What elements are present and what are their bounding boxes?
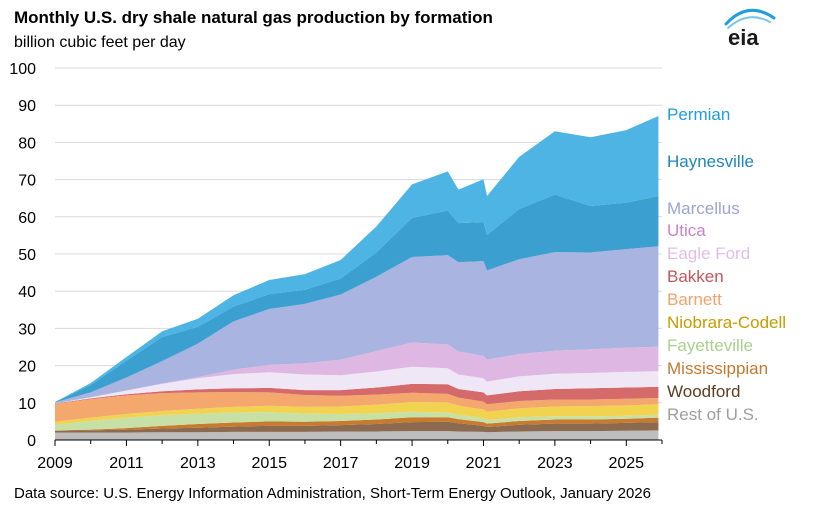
area-fayetteville [55, 411, 659, 431]
legend-label-barnett: Barnett [667, 290, 722, 309]
legend-label-utica: Utica [667, 221, 706, 240]
y-tick-label: 30 [18, 321, 36, 338]
legend-label-bakken: Bakken [667, 267, 724, 286]
x-tick-label: 2021 [466, 455, 502, 472]
x-tick-label: 2013 [180, 455, 216, 472]
area-niobrara-codell [55, 402, 659, 425]
y-tick-label: 10 [18, 396, 36, 413]
legend-label-woodford: Woodford [667, 382, 740, 401]
area-permian [55, 115, 659, 403]
legend-label-rest-of-u-s: Rest of U.S. [667, 405, 759, 424]
x-tick-label: 2019 [394, 455, 430, 472]
legend-label-permian: Permian [667, 105, 730, 124]
y-tick-label: 40 [18, 284, 36, 301]
chart-title: Monthly U.S. dry shale natural gas produ… [14, 8, 493, 27]
legend-label-fayetteville: Fayetteville [667, 336, 753, 355]
x-tick-label: 2015 [251, 455, 287, 472]
y-tick-label: 20 [18, 359, 36, 376]
area-barnett [55, 392, 659, 422]
data-source-note: Data source: U.S. Energy Information Adm… [14, 485, 651, 502]
legend-label-niobrara-codell: Niobrara-Codell [667, 313, 786, 332]
legend-label-haynesville: Haynesville [667, 152, 754, 171]
x-tick-label: 2023 [537, 455, 573, 472]
x-tick-label: 2017 [323, 455, 359, 472]
area-series [55, 115, 659, 440]
area-bakken [55, 383, 659, 405]
y-tick-label: 0 [27, 433, 36, 450]
area-rest-of-u-s [55, 430, 659, 440]
x-tick-label: 2011 [109, 455, 144, 472]
x-tick-label: 2025 [608, 455, 644, 472]
legend-label-mississippian: Mississippian [667, 359, 768, 378]
y-tick-label: 70 [18, 173, 36, 190]
y-tick-label: 60 [18, 210, 36, 227]
y-tick-label: 80 [18, 135, 36, 152]
legend-label-marcellus: Marcellus [667, 199, 740, 218]
legend: Permian Haynesville Marcellus Utica Eagle Fo… [667, 105, 786, 424]
eia-logo: eia [724, 8, 776, 48]
legend-label-eagle-ford: Eagle Ford [667, 244, 750, 263]
y-axis-ticks: 0 10 20 30 40 50 60 70 80 90 100 [9, 61, 36, 450]
area-mississippian [55, 417, 659, 431]
area-woodford [55, 421, 659, 433]
y-tick-label: 90 [18, 98, 36, 115]
y-tick-label: 100 [9, 61, 36, 78]
area-utica [55, 342, 659, 404]
area-haynesville [55, 194, 659, 403]
area-eagle-ford [55, 366, 659, 404]
x-axis: 2009 2011 2013 2015 2017 2019 2021 2023 2025 [37, 439, 663, 472]
eia-logo-text: eia [728, 25, 759, 48]
y-axis-unit-label: billion cubic feet per day [14, 34, 186, 51]
y-tick-label: 50 [18, 247, 36, 264]
x-tick-label: 2009 [37, 455, 73, 472]
area-marcellus [55, 246, 659, 404]
